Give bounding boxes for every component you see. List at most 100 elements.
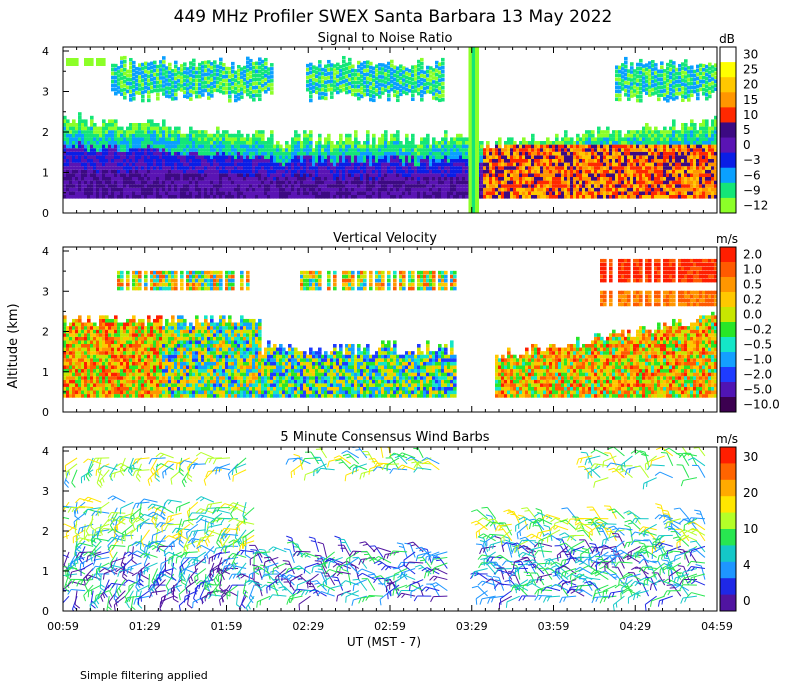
snr-cell (522, 184, 526, 188)
snr-cell (228, 187, 232, 192)
snr-cell (165, 137, 169, 141)
snr-cell (309, 166, 313, 170)
snr-cell (126, 89, 130, 94)
snr-cell (162, 123, 166, 127)
snr-cell (72, 119, 76, 123)
snr-cell (90, 173, 94, 177)
snr-cell (309, 62, 313, 67)
snr-cell (360, 66, 364, 71)
snr-cell (201, 159, 205, 163)
snr-cell (306, 187, 310, 192)
snr-cell (255, 81, 259, 86)
snr-cell (684, 191, 688, 195)
snr-cell (363, 80, 367, 85)
snr-cell (432, 76, 436, 80)
snr-cell (702, 180, 706, 185)
snr-cell (234, 141, 238, 145)
snr-cell (528, 180, 532, 185)
snr-cell (360, 166, 364, 170)
snr-cell (588, 144, 592, 149)
snr-cell (162, 80, 166, 84)
snr-cell (324, 88, 328, 93)
snr-cell (153, 133, 157, 138)
snr-cell (420, 141, 424, 145)
snr-cell (666, 177, 670, 181)
snr-cell (534, 180, 538, 185)
snr-cell (255, 69, 259, 74)
snr-cell (432, 88, 436, 92)
snr-cell (480, 155, 484, 159)
snr-cell (564, 141, 568, 145)
snr-cell (264, 187, 268, 192)
snr-cell (672, 144, 676, 149)
snr-cell (450, 169, 454, 174)
snr-cell (681, 123, 685, 127)
snr-cell (588, 166, 592, 170)
snr-cell (666, 148, 670, 152)
snr-cell (258, 73, 262, 78)
snr-cell (246, 180, 250, 185)
snr-cell (606, 180, 610, 185)
snr-cell (309, 144, 313, 149)
snr-cell (390, 79, 394, 84)
snr-cell (600, 151, 604, 156)
snr-cell (561, 173, 565, 177)
snr-cell (246, 155, 250, 159)
snr-cell (639, 86, 643, 91)
snr-cell (564, 162, 568, 167)
snr-cell (96, 162, 100, 167)
snr-cell (585, 173, 589, 177)
snr-cell (678, 148, 682, 152)
snr-cell (657, 89, 661, 94)
snr-cell (270, 180, 274, 185)
snr-cell (528, 141, 532, 145)
snr-cell (384, 162, 388, 167)
snr-cell (600, 141, 604, 145)
snr-cell (162, 195, 166, 199)
snr-cell (195, 78, 199, 83)
snr-cell (183, 177, 187, 181)
snr-cell (393, 148, 397, 152)
snr-cell (621, 169, 625, 174)
snr-cell (672, 93, 676, 97)
snr-cell (600, 162, 604, 167)
snr-cell (237, 195, 241, 199)
snr-cell (66, 155, 70, 159)
snr-cell (348, 159, 352, 163)
snr-cell (402, 177, 406, 181)
snr-cell (492, 177, 496, 181)
snr-cell (96, 166, 100, 170)
snr-cell (369, 191, 373, 195)
snr-cell (591, 148, 595, 152)
snr-cell (90, 123, 94, 127)
snr-cell (390, 87, 394, 92)
snr-cell (636, 148, 640, 152)
snr-cell (147, 126, 151, 131)
snr-cell (171, 85, 175, 89)
snr-cell (384, 64, 388, 68)
snr-cell (207, 133, 211, 138)
snr-cell (354, 130, 358, 134)
snr-cell (627, 169, 631, 174)
snr-cell (90, 195, 94, 199)
snr-cell (396, 78, 400, 83)
snr-cell (486, 159, 490, 163)
snr-cell (240, 184, 244, 188)
snr-cell (516, 144, 520, 149)
snr-cell (129, 173, 133, 177)
snr-cell (162, 84, 166, 88)
snr-cell (69, 166, 73, 170)
snr-cell (237, 151, 241, 156)
snr-cell (615, 69, 619, 74)
snr-cell (153, 144, 157, 149)
snr-cell (135, 141, 139, 145)
snr-cell (390, 162, 394, 167)
snr-cell (441, 173, 445, 177)
snr-cell (513, 195, 517, 199)
snr-cell (183, 70, 187, 75)
snr-cell (294, 195, 298, 199)
snr-cell (114, 75, 118, 80)
snr-cell (585, 180, 589, 185)
snr-cell (345, 151, 349, 156)
snr-cell (114, 79, 118, 84)
